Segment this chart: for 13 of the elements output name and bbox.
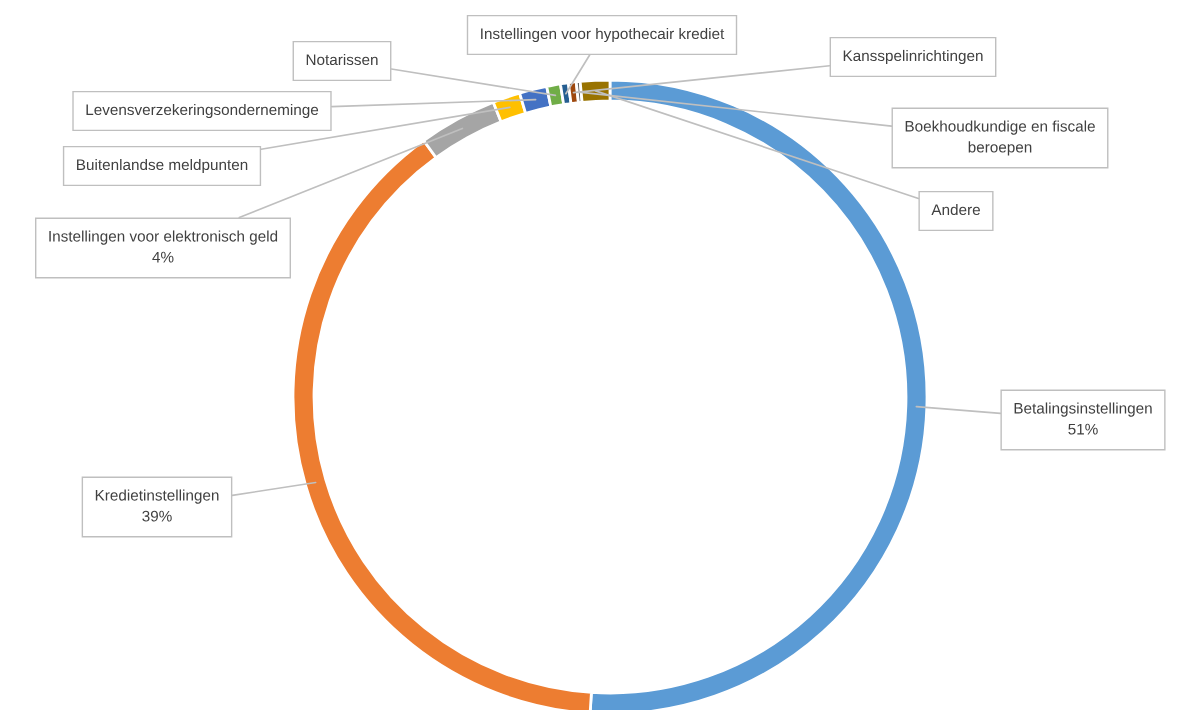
- slice-label: Notarissen: [306, 53, 378, 66]
- data-label: 39%: [142, 510, 172, 522]
- slice-label: Kansspelinrichtingen: [843, 49, 983, 65]
- data-label: 51%: [1068, 423, 1098, 435]
- slice-label: Instellingen voor elektronisch geld: [49, 230, 278, 245]
- slice-label: Buitenlandse meldpunten: [77, 158, 248, 174]
- slice-label: Kredietinstellingen: [95, 489, 219, 504]
- slice-label: Levensverzekeringsonderneminge: [86, 103, 319, 119]
- data-label: 4%: [152, 251, 174, 263]
- slice-label: Instellingen voor hypothecair krediet: [481, 27, 725, 43]
- slice-label: Boekhoudkundige en fiscale beroepen: [905, 120, 1095, 156]
- slice-label: Andere: [931, 203, 980, 216]
- slice-label: Betalingsinstellingen: [1014, 402, 1152, 417]
